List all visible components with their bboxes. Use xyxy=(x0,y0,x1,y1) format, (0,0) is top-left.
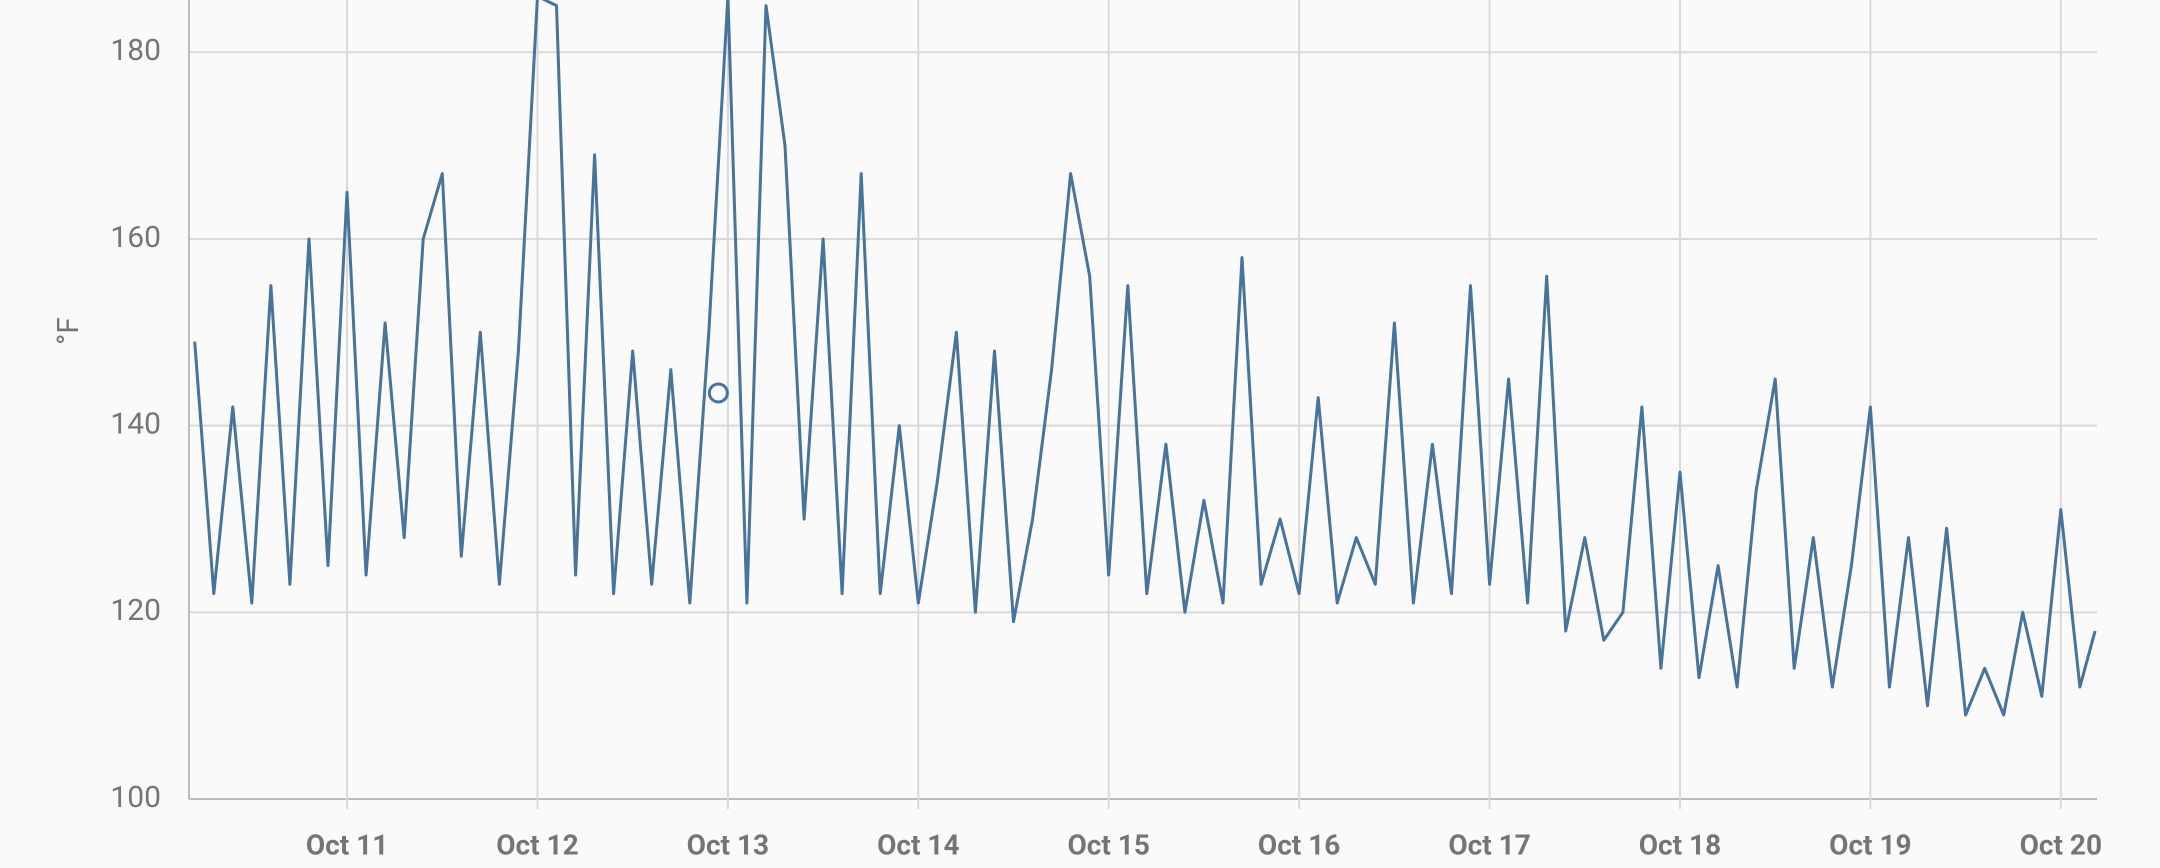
y-tick-label: 120 xyxy=(110,593,161,628)
plot xyxy=(193,0,2097,717)
y-tick-label: 140 xyxy=(110,407,161,442)
x-tick-label: Oct 16 xyxy=(1258,828,1340,861)
x-tick-label: Oct 12 xyxy=(496,828,578,861)
y-tick-label: 160 xyxy=(110,220,161,255)
x-tick-label: Oct 20 xyxy=(2020,828,2102,861)
y-tick-label: 100 xyxy=(110,780,161,815)
x-tick-label: Oct 15 xyxy=(1067,828,1149,861)
y-tick-label: 180 xyxy=(110,33,161,68)
x-tick-label: Oct 14 xyxy=(877,828,959,861)
x-tick-label: Oct 19 xyxy=(1829,828,1911,861)
data-line xyxy=(193,0,2097,717)
x-tick-label: Oct 17 xyxy=(1448,828,1530,861)
x-tick-label: Oct 13 xyxy=(687,828,769,861)
x-tick-label: Oct 18 xyxy=(1639,828,1721,861)
hover-marker xyxy=(707,382,729,404)
x-tick-label: Oct 11 xyxy=(306,828,388,861)
grid: 100 120 140 160 180 Oct 11 Oct 12 Oct 13 Oct 14 O… xyxy=(110,0,2102,861)
y-axis-label: °F xyxy=(51,317,86,345)
